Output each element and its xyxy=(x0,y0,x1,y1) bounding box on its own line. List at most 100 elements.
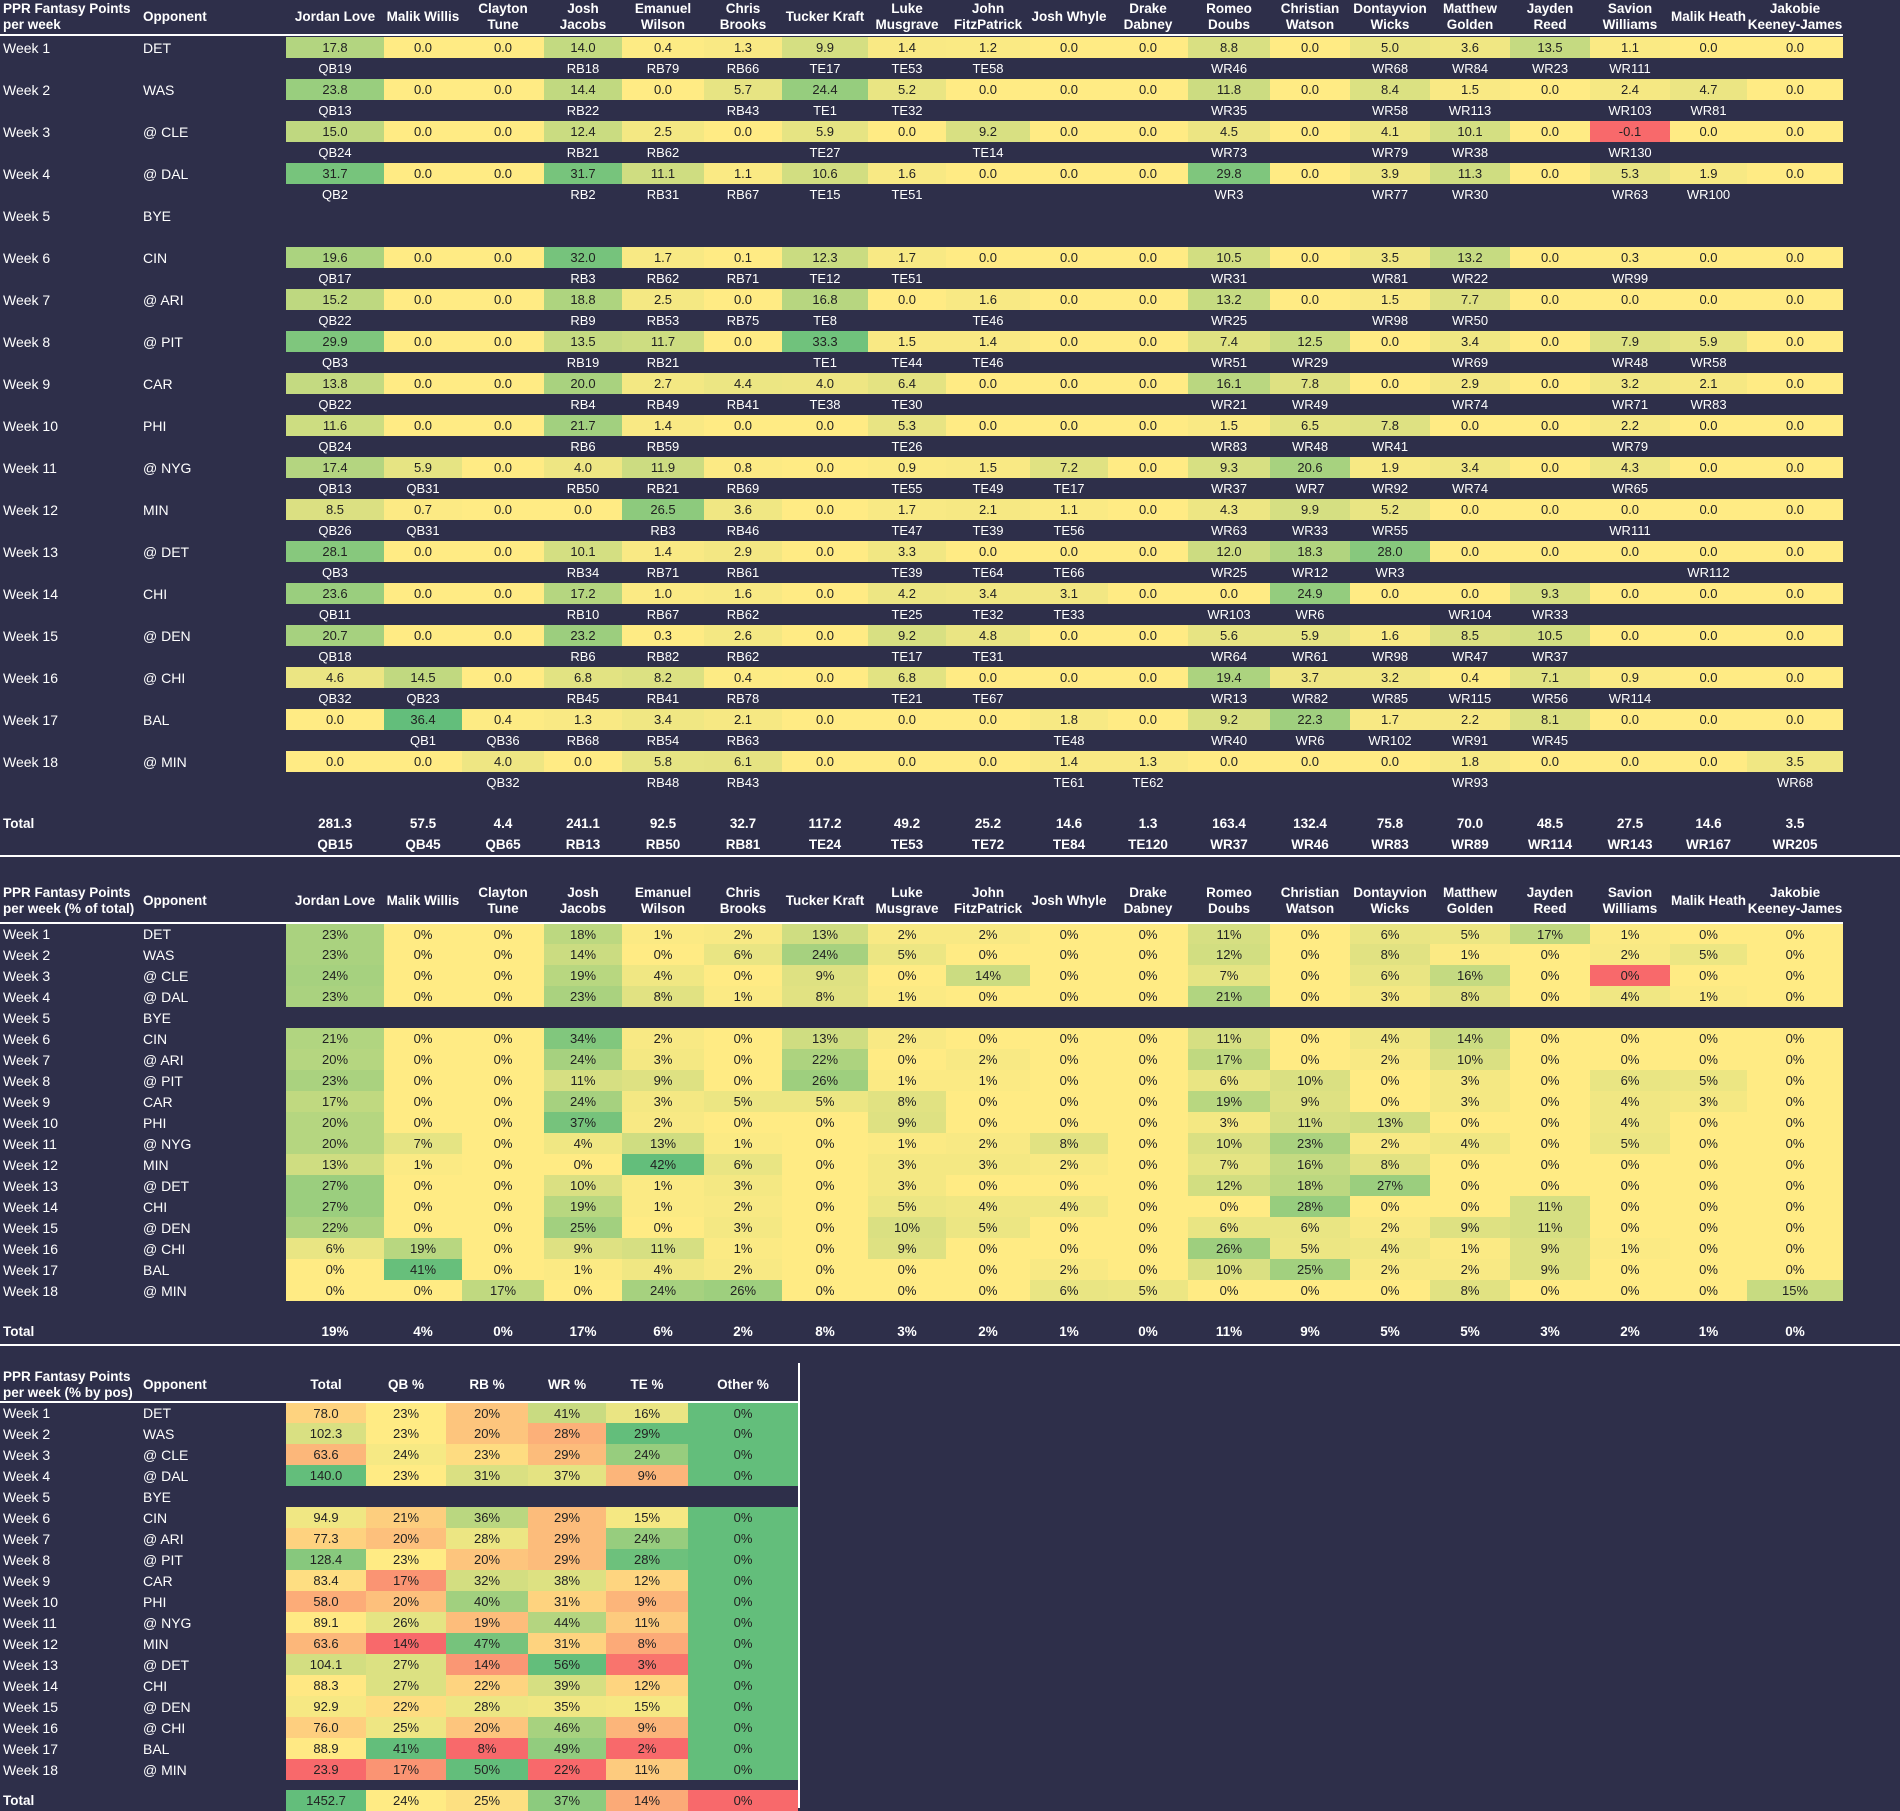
rank-cell: WR99 xyxy=(1611,271,1649,286)
points-cell: 10.6 xyxy=(782,163,868,184)
rank-cell xyxy=(462,478,544,499)
position-other-cell: 0% xyxy=(688,1402,798,1423)
percent-cell: 0% xyxy=(1590,1175,1670,1196)
total-percent-cell: 19% xyxy=(321,1324,349,1339)
opponent: PHI xyxy=(143,1114,167,1131)
points-cell: 0.0 xyxy=(868,751,946,772)
percent-cell: 3% xyxy=(868,1175,946,1196)
total-points-cell: 32.7 xyxy=(729,816,757,831)
rank-cell xyxy=(622,100,704,121)
rank-cell: TE32 xyxy=(891,103,923,118)
rank-cell: TE51 xyxy=(891,271,923,286)
points-cell: 0.9 xyxy=(868,457,946,478)
rank-cell xyxy=(1590,772,1670,793)
total-label: Total xyxy=(3,816,35,831)
position-total-cell: 78.0 xyxy=(286,1402,366,1423)
points-cell: 3.1 xyxy=(1030,583,1108,604)
percent-cell: 21% xyxy=(286,1028,384,1049)
points-cell: 19.4 xyxy=(1188,667,1270,688)
total-percent-cell: 17% xyxy=(569,1324,597,1339)
points-cell: 8.2 xyxy=(622,667,704,688)
rank-cell xyxy=(1270,772,1350,793)
rank-cell: WR6 xyxy=(1295,733,1325,748)
percent-cell: 0% xyxy=(462,1175,544,1196)
percent-cell: 0% xyxy=(384,1280,462,1301)
points-cell: 29.8 xyxy=(1188,163,1270,184)
points-cell: 0.0 xyxy=(782,457,868,478)
points-cell: 5.9 xyxy=(1270,625,1350,646)
points-cell: 1.4 xyxy=(946,331,1030,352)
points-cell: 9.3 xyxy=(1510,583,1590,604)
week-label: Week 1 xyxy=(3,39,51,56)
position-total-cell: 102.3 xyxy=(286,1423,366,1444)
rank-cell: WR37 xyxy=(1531,649,1569,664)
percent-cell: 2% xyxy=(946,923,1030,944)
percent-cell: 2% xyxy=(1350,1049,1430,1070)
points-cell: 0.0 xyxy=(1188,583,1270,604)
opponent: CIN xyxy=(143,1509,168,1526)
rank-cell: RB21 xyxy=(646,355,680,370)
points-cell: 0.0 xyxy=(1030,415,1108,436)
week-label: Week 14 xyxy=(3,585,58,602)
points-cell: 2.1 xyxy=(704,709,782,730)
points-cell: 0.0 xyxy=(1747,79,1843,100)
points-cell: 3.4 xyxy=(946,583,1030,604)
points-cell: 2.1 xyxy=(946,499,1030,520)
points-cell: 0.0 xyxy=(462,163,544,184)
opponent: @ DEN xyxy=(143,1219,191,1236)
rank-cell xyxy=(1747,394,1843,415)
opponent: WAS xyxy=(143,81,175,98)
points-cell: 0.0 xyxy=(782,667,868,688)
rank-cell: TE51 xyxy=(891,187,923,202)
points-cell: 0.4 xyxy=(704,667,782,688)
position-te-cell: 11% xyxy=(606,1759,688,1780)
points-cell: 0.0 xyxy=(1510,499,1590,520)
points-cell: 0.0 xyxy=(1108,667,1188,688)
percent-cell: 4% xyxy=(1430,1133,1510,1154)
rank-cell xyxy=(1510,352,1590,373)
position-qb-cell: 21% xyxy=(366,1507,446,1528)
week-label: Week 14 xyxy=(3,1677,58,1694)
percent-cell: 3% xyxy=(704,1175,782,1196)
percent-cell: 6% xyxy=(1270,1217,1350,1238)
percent-cell: 41% xyxy=(384,1259,462,1280)
points-cell: 1.6 xyxy=(704,583,782,604)
points-cell: 0.0 xyxy=(1108,499,1188,520)
weekly-points-table: PPR Fantasy Points per week Opponent Jorda… xyxy=(0,0,1843,855)
points-cell: 0.0 xyxy=(1510,541,1590,562)
points-cell: 1.8 xyxy=(1030,709,1108,730)
rank-cell xyxy=(462,604,544,625)
rank-cell xyxy=(384,646,462,667)
percent-cell: 0% xyxy=(1270,923,1350,944)
percent-cell: 0% xyxy=(1670,1238,1747,1259)
percent-cell: 20% xyxy=(286,1112,384,1133)
rank-cell: RB75 xyxy=(726,313,760,328)
points-cell: 0.0 xyxy=(1350,373,1430,394)
position-qb-cell: 25% xyxy=(366,1717,446,1738)
rank-cell: QB17 xyxy=(318,271,352,286)
player-header-emanuel-wilson: Emanuel Wilson xyxy=(622,0,704,36)
points-cell: 9.3 xyxy=(1188,457,1270,478)
percent-cell: 17% xyxy=(462,1280,544,1301)
rank-cell xyxy=(1747,352,1843,373)
rank-cell: RB18 xyxy=(566,61,600,76)
opponent: BAL xyxy=(143,1740,170,1757)
rank-cell: TE17 xyxy=(1053,481,1085,496)
points-cell: 0.0 xyxy=(1108,331,1188,352)
points-cell: 1.5 xyxy=(868,331,946,352)
percent-cell: 0% xyxy=(462,944,544,965)
percent-cell: 6% xyxy=(1350,965,1430,986)
percent-cell: 0% xyxy=(286,1280,384,1301)
opponent: CAR xyxy=(143,1093,173,1110)
total-points-cell: 57.5 xyxy=(409,816,437,831)
points-cell: 0.0 xyxy=(1510,415,1590,436)
percent-cell: 0% xyxy=(384,1070,462,1091)
points-cell: 0.0 xyxy=(384,79,462,100)
rank-cell: RB63 xyxy=(726,733,760,748)
percent-cell: 3% xyxy=(1430,1091,1510,1112)
rank-cell: WR47 xyxy=(1451,649,1489,664)
rank-cell xyxy=(1430,562,1510,583)
rank-cell: WR30 xyxy=(1451,187,1489,202)
percent-cell: 0% xyxy=(1188,1196,1270,1217)
points-cell: 3.6 xyxy=(1430,37,1510,58)
